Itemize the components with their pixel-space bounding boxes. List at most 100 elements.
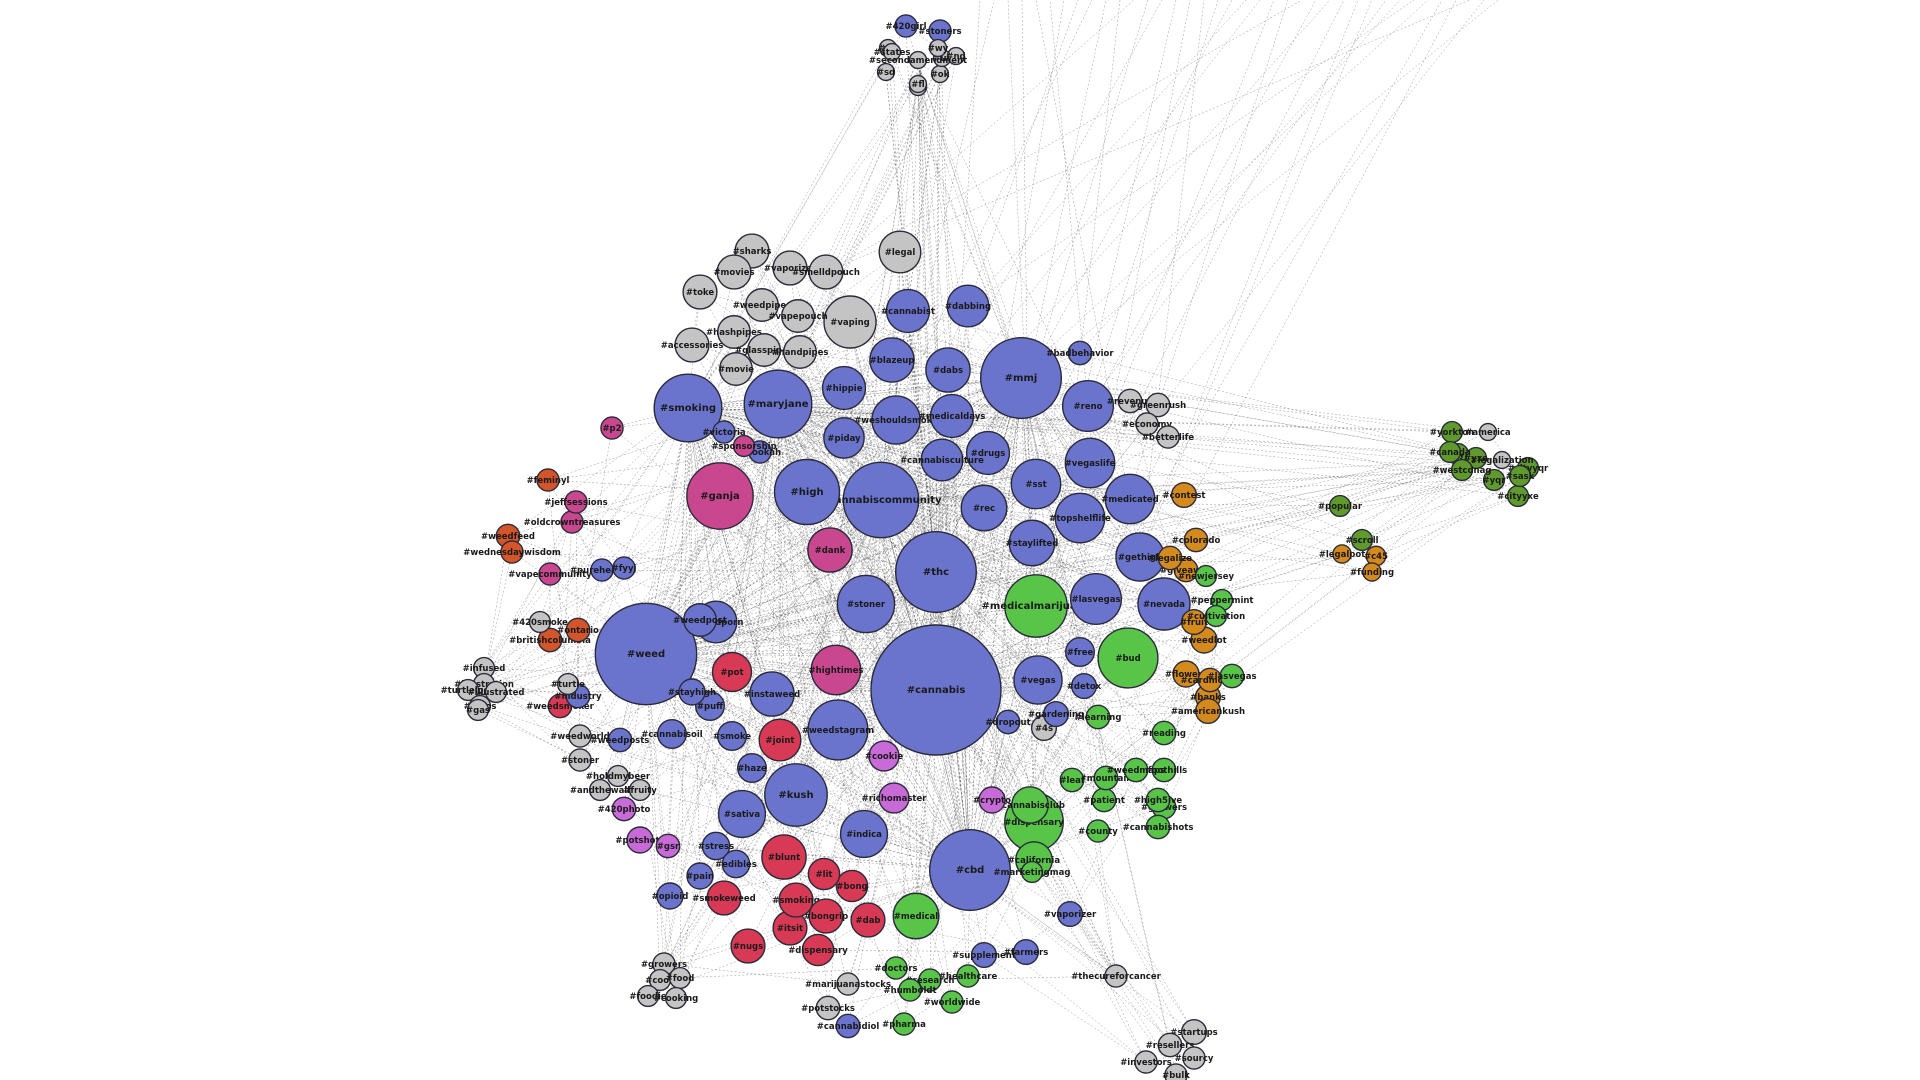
edge xyxy=(849,321,1491,461)
graph-node: #high xyxy=(773,458,841,526)
node-circle xyxy=(894,14,918,38)
node-label: #resellers xyxy=(1146,1041,1195,1051)
edge xyxy=(645,498,1131,655)
node-label: #sponsorship xyxy=(711,442,776,452)
node-circle xyxy=(678,678,706,706)
node-circle xyxy=(1151,757,1177,783)
node-label: #detox xyxy=(1067,682,1102,692)
edge xyxy=(575,501,579,697)
edge xyxy=(935,542,1033,691)
node-circle xyxy=(1123,757,1149,783)
edge xyxy=(687,47,889,409)
edge xyxy=(777,403,839,731)
edge xyxy=(1139,0,1205,558)
edge xyxy=(967,0,1079,307)
node-circle xyxy=(600,416,624,440)
node-label: #colorado xyxy=(1172,536,1221,546)
edge xyxy=(795,571,937,901)
graph-node: #thc xyxy=(895,531,978,614)
edge xyxy=(579,571,937,737)
graph-node: #scroll xyxy=(1345,528,1379,552)
node-circle xyxy=(537,627,563,653)
node-circle xyxy=(1157,545,1183,571)
graph-node: #contest xyxy=(1162,481,1206,509)
graph-node: #marketingmag xyxy=(994,860,1070,884)
edge xyxy=(863,804,1031,835)
edge xyxy=(547,479,647,655)
edge xyxy=(880,499,1045,729)
graph-node: #stoner xyxy=(561,748,600,772)
node-label: #high xyxy=(790,487,823,498)
graph-node: #lasvegas xyxy=(1069,572,1123,626)
edge xyxy=(951,415,1491,461)
graph-node: #haze xyxy=(737,753,767,784)
edge xyxy=(687,407,797,796)
graph-node: #piday xyxy=(823,417,865,459)
node-circle xyxy=(636,984,660,1008)
node-circle xyxy=(885,288,931,334)
edge xyxy=(843,321,851,389)
graph-node: #smoke xyxy=(713,721,751,752)
node-label: #joint xyxy=(766,736,795,746)
edge xyxy=(777,403,937,691)
graph-node: #ontario xyxy=(557,617,599,643)
node-circle xyxy=(918,968,942,992)
node-circle xyxy=(466,698,490,722)
node-label: #popular xyxy=(1318,502,1363,512)
node-circle xyxy=(1064,637,1095,668)
graph-node: #colorado xyxy=(1172,527,1221,553)
node-circle xyxy=(773,458,841,526)
edge xyxy=(577,499,882,631)
edge xyxy=(887,47,1022,379)
node-circle xyxy=(764,763,828,827)
node-label: #fyyj xyxy=(612,564,637,574)
edge xyxy=(667,845,853,887)
edge xyxy=(687,407,1453,433)
node-circle xyxy=(686,462,754,530)
node-label: #kush xyxy=(778,790,813,801)
node-label: #p2 xyxy=(602,424,621,434)
edge xyxy=(935,0,1317,691)
graph-node: #cbd xyxy=(929,829,1012,912)
edge xyxy=(983,954,1147,1063)
node-circle xyxy=(1492,450,1512,470)
edge xyxy=(919,69,937,691)
node-label: #smokeweed xyxy=(692,894,756,904)
graph-node: #cultivation xyxy=(1187,604,1245,628)
graph-node: #ganja xyxy=(686,462,754,530)
node-label: #reno xyxy=(1074,402,1103,412)
node-label: #supplement xyxy=(952,951,1016,961)
node-label: #legalization xyxy=(1471,456,1534,466)
node-label: #hippie xyxy=(826,384,863,394)
graph-node: #healthcare xyxy=(939,964,997,988)
graph-node: #cookie xyxy=(865,740,903,772)
graph-node: #vaping xyxy=(823,295,877,349)
node-circle xyxy=(801,933,835,967)
edge xyxy=(577,653,647,697)
graph-node: #cooking xyxy=(654,986,698,1010)
graph-node: #weedposts xyxy=(591,727,649,753)
graph-node: #sst xyxy=(1010,458,1062,510)
node-circle xyxy=(878,230,922,274)
node-circle xyxy=(538,562,562,586)
node-circle xyxy=(1069,572,1123,626)
node-circle xyxy=(850,902,886,938)
node-circle xyxy=(711,651,753,693)
node-circle xyxy=(1204,604,1228,628)
node-label: #county xyxy=(1078,827,1118,837)
node-label: #smoking xyxy=(660,403,716,414)
edge xyxy=(935,571,1099,832)
edge xyxy=(691,344,971,871)
node-label: #mmj xyxy=(1005,373,1038,384)
node-label: #vegaslife xyxy=(1065,459,1116,469)
edge xyxy=(783,69,921,858)
edge xyxy=(483,667,937,691)
edge xyxy=(1035,0,1141,558)
edge xyxy=(777,403,1341,507)
edge xyxy=(645,651,1081,655)
node-circle xyxy=(664,986,688,1010)
edge xyxy=(645,459,943,655)
graph-node: #cannabisculture xyxy=(900,438,984,482)
node-label: #wednesdaywisdom xyxy=(463,548,561,558)
edge xyxy=(759,377,1022,453)
